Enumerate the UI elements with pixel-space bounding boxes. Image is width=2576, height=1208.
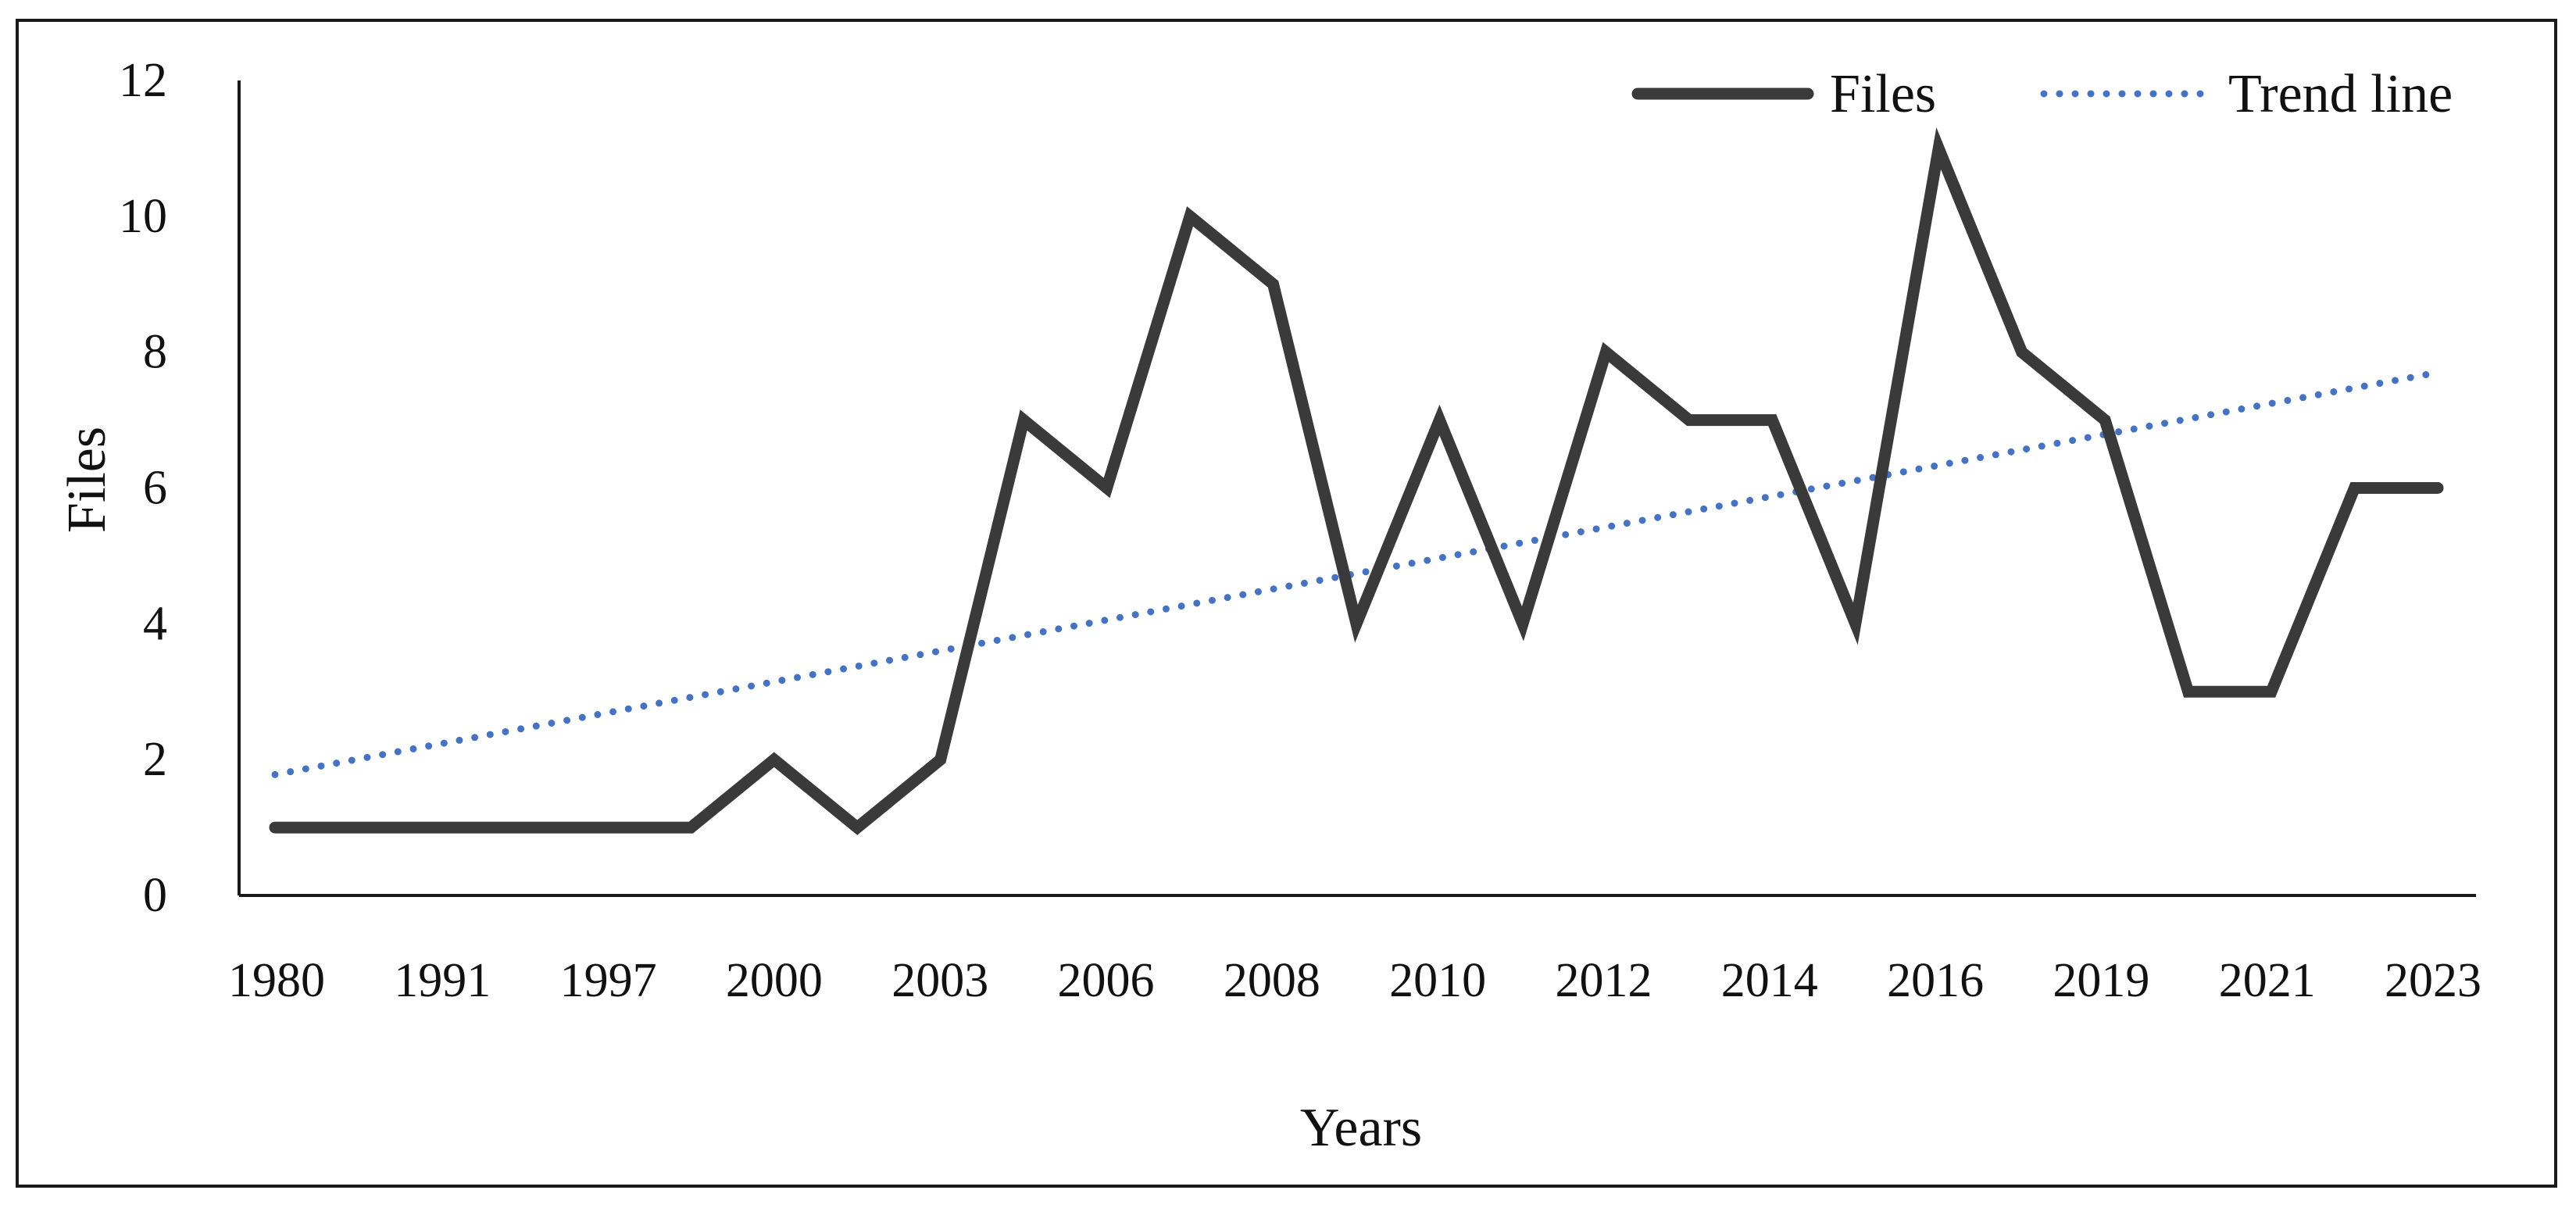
x-tick-label: 2023: [2385, 954, 2481, 1007]
x-tick-label: 1991: [394, 954, 491, 1007]
series-layer: [269, 127, 2444, 835]
y-axis: 0 2 4 6 8 10 12: [119, 54, 241, 922]
x-tick-label: 2012: [1555, 954, 1652, 1007]
y-tick-label: 10: [119, 190, 167, 243]
y-tick-label: 2: [143, 733, 167, 786]
x-tick-label: 1997: [560, 954, 657, 1007]
y-tick-label: 4: [143, 597, 167, 650]
y-tick-label: 0: [143, 869, 167, 922]
x-axis: 1980 1991 1997 2000 2003 2006 2008 2010 2012 2014…: [228, 894, 2481, 1007]
files-series-line: [269, 127, 2444, 835]
x-tick-label: 2008: [1224, 954, 1320, 1007]
x-tick-label: 2016: [1887, 954, 1984, 1007]
legend: Files Trend line: [1631, 64, 2453, 124]
y-tick-label: 8: [143, 326, 167, 379]
y-tick-label: 12: [119, 54, 167, 107]
y-axis-title: Files: [57, 427, 117, 533]
chart-frame: 0 2 4 6 8 10 12 1980 1991 1997 2000 2003 2006 2008 20…: [16, 19, 2557, 1188]
x-tick-label: 2014: [1721, 954, 1818, 1007]
x-tick-label: 2021: [2219, 954, 2316, 1007]
legend-label-files: Files: [1830, 64, 1936, 124]
line-chart: 0 2 4 6 8 10 12 1980 1991 1997 2000 2003 2006 2008 20…: [57, 54, 2481, 1158]
x-tick-label: 1980: [228, 954, 325, 1007]
x-tick-label: 2006: [1058, 954, 1155, 1007]
legend-label-trend: Trend line: [2228, 64, 2453, 124]
x-axis-title: Years: [1300, 1098, 1422, 1158]
x-tick-label: 2010: [1389, 954, 1486, 1007]
x-tick-label: 2000: [726, 954, 823, 1007]
y-tick-label: 6: [143, 462, 167, 515]
x-tick-label: 2019: [2053, 954, 2149, 1007]
x-tick-label: 2003: [891, 954, 988, 1007]
